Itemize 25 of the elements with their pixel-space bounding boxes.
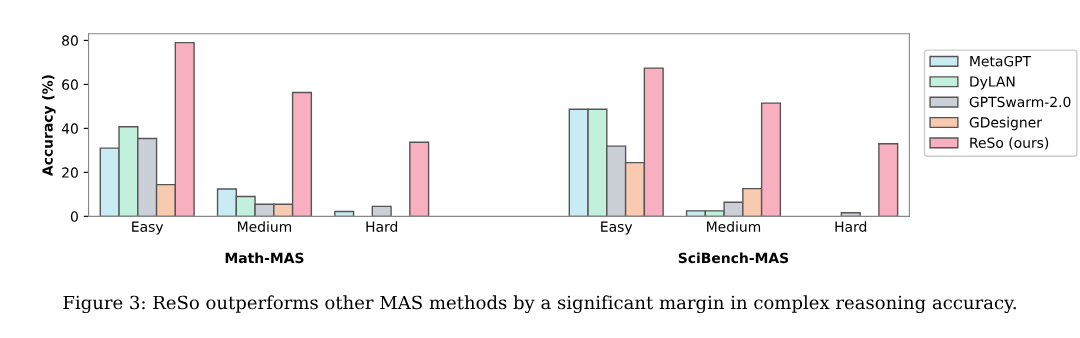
bar <box>878 143 899 217</box>
x-tick-label: Hard <box>835 221 867 232</box>
legend-label: GDesigner <box>969 116 1042 131</box>
bar <box>840 212 861 217</box>
y-tick-label: 60 <box>62 79 78 90</box>
x-tick-label: Medium <box>238 221 292 232</box>
y-tick-label: 0 <box>70 211 78 222</box>
legend-label: MetaGPT <box>970 55 1032 67</box>
x-tick-label: Easy <box>601 221 633 235</box>
y-tick-label: 40 <box>61 123 78 134</box>
y-tick-label: 80 <box>62 35 78 46</box>
x-tick-label: Medium <box>707 221 761 232</box>
x-tick-label: Hard <box>366 221 398 232</box>
bar <box>334 210 355 217</box>
legend-label: DyLAN <box>970 76 1015 90</box>
y-tick-label: 20 <box>62 167 78 178</box>
text: Math-MAS <box>225 252 304 264</box>
x-tick-label: Easy <box>132 221 164 235</box>
legend-label: ReSo (ours) <box>970 137 1049 150</box>
caption: Figure 3: ReSo outperforms other MAS methods by a significant margin in complex reasoning accuracy. <box>63 295 1016 314</box>
legend-label: GPTSwarm-2.0 <box>969 96 1071 108</box>
bar <box>371 205 392 217</box>
y-axis-title: Accuracy (%) <box>42 75 56 177</box>
text: SciBench-MAS <box>678 252 789 264</box>
bar <box>409 141 430 217</box>
